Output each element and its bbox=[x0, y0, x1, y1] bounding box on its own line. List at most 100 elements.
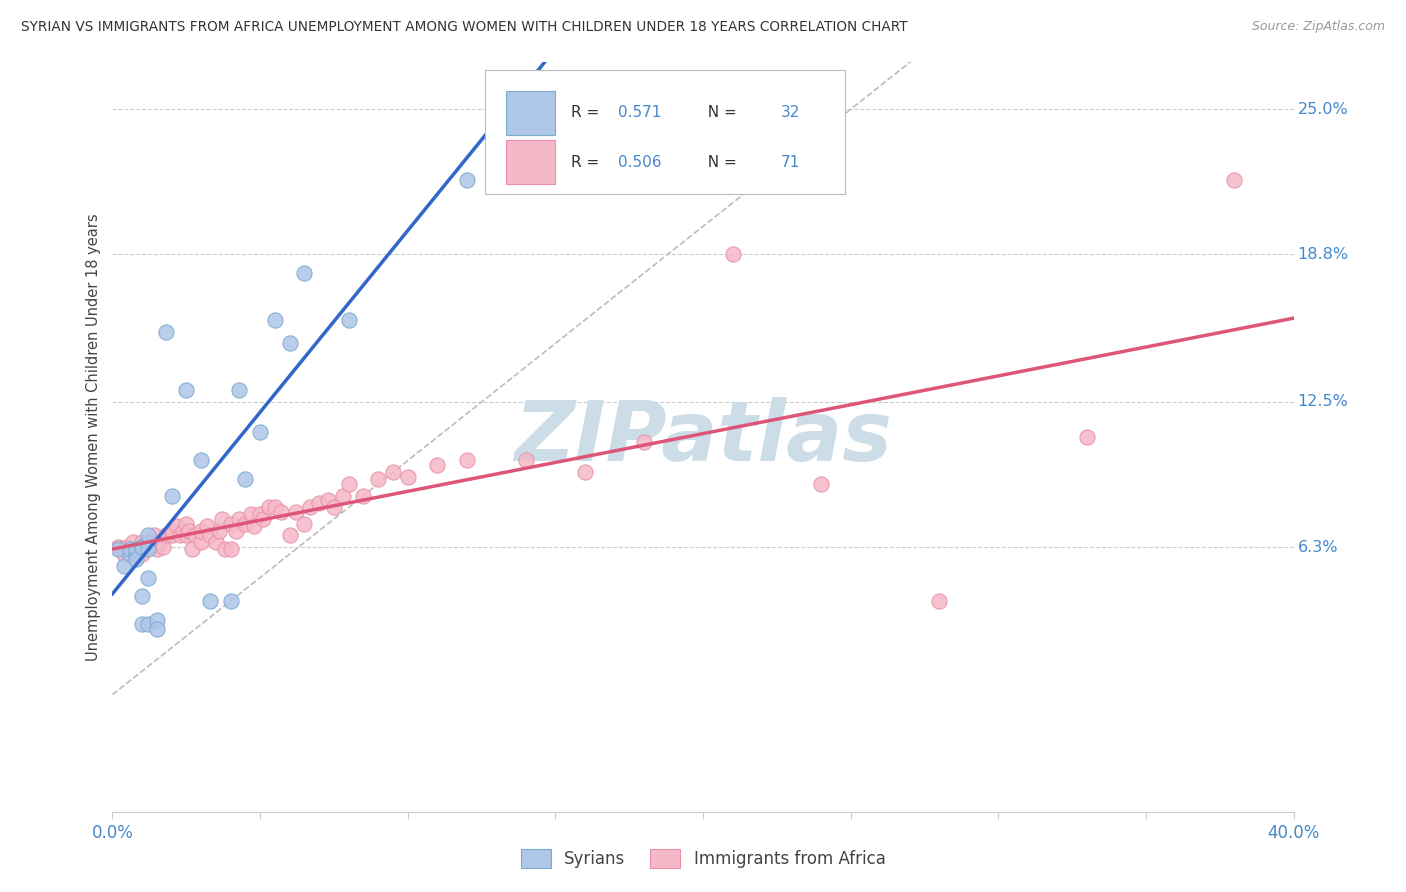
Text: 0.571: 0.571 bbox=[619, 105, 661, 120]
Point bbox=[107, 540, 129, 554]
Text: 32: 32 bbox=[780, 105, 800, 120]
Point bbox=[219, 542, 242, 557]
Point bbox=[337, 476, 360, 491]
Point bbox=[257, 500, 280, 515]
Text: Source: ZipAtlas.com: Source: ZipAtlas.com bbox=[1251, 20, 1385, 33]
Point bbox=[367, 472, 389, 486]
Point bbox=[1076, 430, 1098, 444]
Point bbox=[190, 453, 212, 467]
Point bbox=[136, 571, 159, 585]
Point bbox=[136, 542, 159, 557]
Point bbox=[721, 247, 744, 261]
Point bbox=[160, 524, 183, 538]
Point bbox=[166, 519, 188, 533]
Point bbox=[152, 540, 174, 554]
Point bbox=[219, 516, 242, 531]
Text: R =: R = bbox=[571, 105, 603, 120]
FancyBboxPatch shape bbox=[506, 140, 555, 185]
Text: 71: 71 bbox=[780, 154, 800, 169]
Point bbox=[155, 528, 177, 542]
Text: N =: N = bbox=[699, 154, 742, 169]
Point bbox=[195, 519, 218, 533]
Text: 0.506: 0.506 bbox=[619, 154, 661, 169]
Text: 12.5%: 12.5% bbox=[1298, 394, 1348, 409]
Point bbox=[128, 540, 150, 554]
Point bbox=[810, 476, 832, 491]
Point bbox=[179, 524, 201, 538]
Point bbox=[142, 528, 165, 542]
Point bbox=[155, 325, 177, 339]
Point bbox=[169, 528, 191, 542]
Point bbox=[278, 528, 301, 542]
Point bbox=[172, 524, 194, 538]
Point bbox=[136, 535, 159, 549]
Text: SYRIAN VS IMMIGRANTS FROM AFRICA UNEMPLOYMENT AMONG WOMEN WITH CHILDREN UNDER 18: SYRIAN VS IMMIGRANTS FROM AFRICA UNEMPLO… bbox=[21, 20, 908, 34]
Point bbox=[174, 384, 197, 398]
Point bbox=[125, 542, 148, 557]
Point bbox=[136, 540, 159, 554]
Point bbox=[131, 535, 153, 549]
Point bbox=[146, 613, 169, 627]
Point bbox=[228, 384, 250, 398]
Point bbox=[278, 336, 301, 351]
Point bbox=[131, 540, 153, 554]
Point bbox=[146, 542, 169, 557]
Legend: Syrians, Immigrants from Africa: Syrians, Immigrants from Africa bbox=[515, 842, 891, 874]
Text: 6.3%: 6.3% bbox=[1298, 540, 1339, 555]
Point bbox=[633, 434, 655, 449]
Point bbox=[125, 542, 148, 557]
Point bbox=[160, 489, 183, 503]
Point bbox=[174, 528, 197, 542]
Point bbox=[249, 508, 271, 522]
FancyBboxPatch shape bbox=[506, 91, 555, 135]
Point bbox=[323, 500, 346, 515]
Point bbox=[112, 547, 135, 561]
Text: R =: R = bbox=[571, 154, 603, 169]
Text: ZIPatlas: ZIPatlas bbox=[515, 397, 891, 477]
Point bbox=[149, 535, 172, 549]
Point bbox=[146, 622, 169, 636]
Point bbox=[252, 512, 274, 526]
Point bbox=[352, 489, 374, 503]
Point bbox=[131, 590, 153, 604]
Y-axis label: Unemployment Among Women with Children Under 18 years: Unemployment Among Women with Children U… bbox=[86, 213, 101, 661]
Point bbox=[337, 313, 360, 327]
Point bbox=[225, 524, 247, 538]
Point bbox=[174, 516, 197, 531]
Point bbox=[205, 535, 228, 549]
Point bbox=[214, 542, 236, 557]
Point bbox=[264, 313, 287, 327]
Point bbox=[396, 470, 419, 484]
Point bbox=[292, 516, 315, 531]
Point bbox=[125, 547, 148, 561]
Text: N =: N = bbox=[699, 105, 742, 120]
Point bbox=[382, 465, 405, 479]
Point bbox=[928, 594, 950, 608]
Point bbox=[426, 458, 449, 473]
Point bbox=[299, 500, 322, 515]
Point bbox=[198, 528, 221, 542]
Point bbox=[233, 516, 256, 531]
Point bbox=[190, 535, 212, 549]
Point bbox=[120, 547, 142, 561]
Point bbox=[131, 617, 153, 632]
Point bbox=[198, 594, 221, 608]
Point bbox=[117, 540, 138, 554]
Point bbox=[190, 524, 212, 538]
Point bbox=[110, 542, 132, 557]
Point bbox=[456, 453, 478, 467]
Point bbox=[131, 540, 153, 554]
Point bbox=[332, 489, 354, 503]
Point bbox=[122, 535, 145, 549]
Point bbox=[228, 512, 250, 526]
Point bbox=[184, 528, 207, 542]
Point bbox=[316, 493, 339, 508]
Point bbox=[160, 528, 183, 542]
Point bbox=[249, 425, 271, 440]
Point bbox=[292, 266, 315, 280]
Point bbox=[131, 542, 153, 557]
Point bbox=[120, 542, 142, 557]
Point bbox=[574, 465, 596, 479]
Point bbox=[264, 500, 287, 515]
Point bbox=[211, 512, 233, 526]
